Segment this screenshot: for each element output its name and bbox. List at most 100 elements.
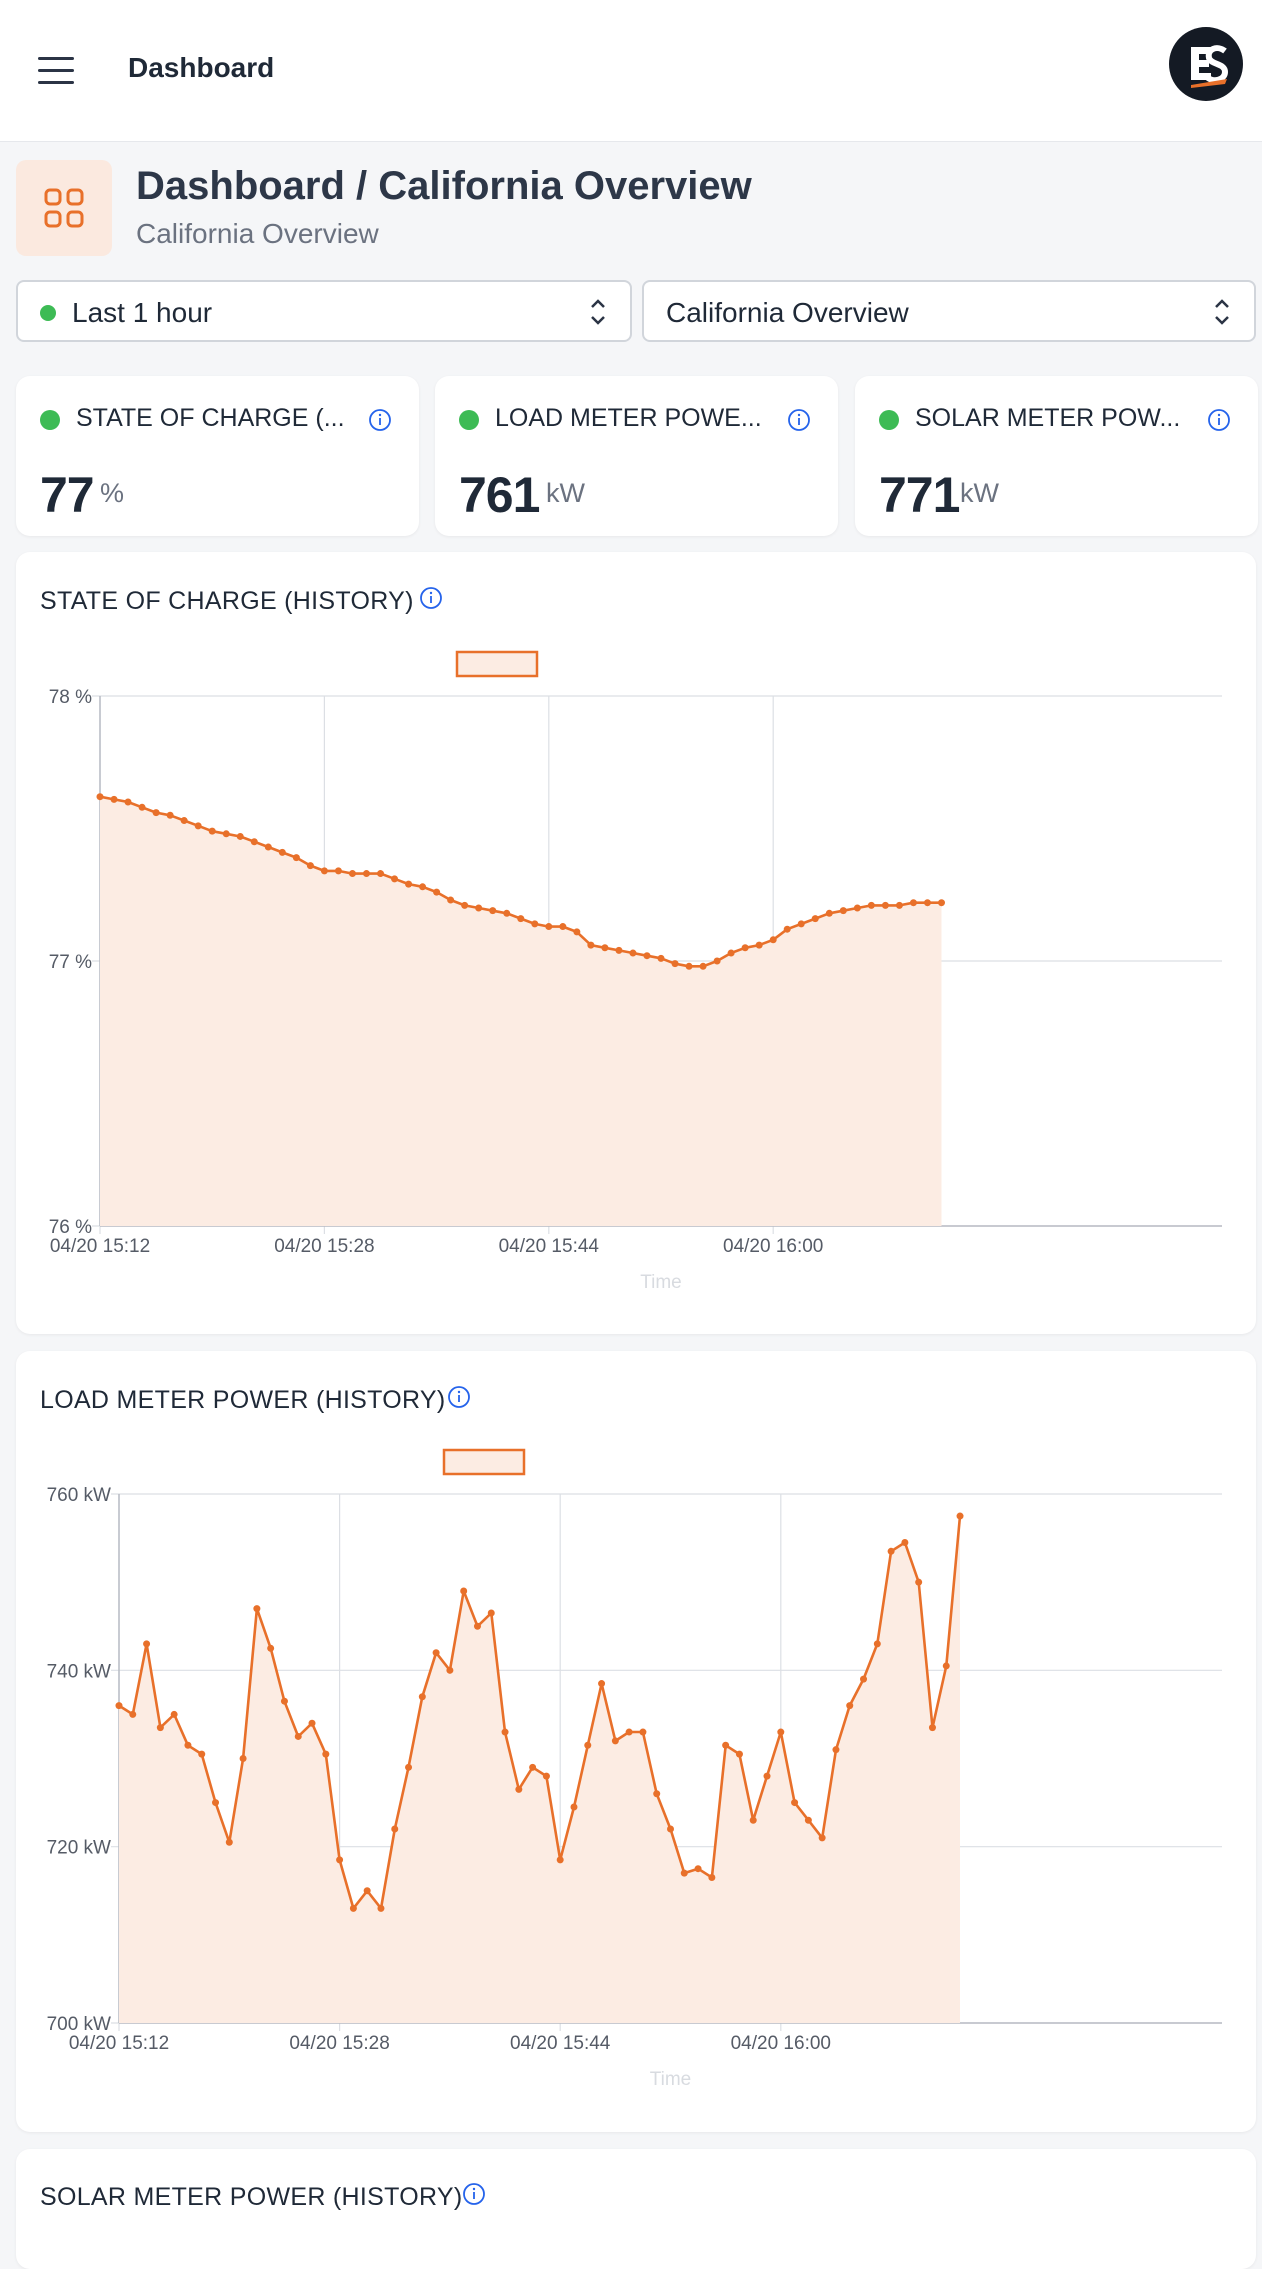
data-point: [446, 1666, 454, 1674]
data-point: [377, 1904, 385, 1912]
data-point: [267, 1644, 275, 1652]
data-point: [667, 1825, 674, 1833]
data-point: [280, 1697, 288, 1705]
x-tick-label: 04/20 15:28: [274, 1236, 374, 1257]
data-point: [156, 1724, 164, 1732]
chart-card-state-of-charge: STATE OF CHARGE (HISTORY) 78 % 77 % 76 % 04…: [16, 552, 1256, 1334]
chart-card-solar-meter-power: SOLAR METER POWER (HISTORY): [16, 2149, 1256, 2269]
data-point: [860, 1675, 868, 1683]
data-point: [180, 817, 188, 825]
data-point: [741, 944, 749, 952]
view-select[interactable]: California Overview: [642, 280, 1256, 342]
stat-card-solar-meter-power[interactable]: SOLAR METER POW... 771 kW: [855, 376, 1258, 536]
time-range-value: Last 1 hour: [72, 297, 213, 328]
data-point: [129, 1710, 137, 1718]
data-point: [503, 909, 511, 917]
data-point: [584, 1741, 592, 1749]
data-point: [349, 1904, 357, 1912]
series-area: [119, 1516, 960, 2023]
data-point: [198, 1750, 206, 1758]
x-tick-label: 04/20 15:12: [69, 2033, 169, 2054]
data-point: [611, 1737, 619, 1745]
stat-title: LOAD METER POWE...: [495, 404, 762, 432]
data-point: [143, 1640, 151, 1648]
data-point: [433, 888, 441, 896]
data-point: [657, 954, 665, 962]
status-dot: [459, 410, 479, 430]
stat-unit: kW: [960, 478, 999, 508]
data-point: [573, 928, 581, 936]
data-point: [699, 962, 707, 970]
data-point: [909, 899, 917, 907]
info-icon[interactable]: [1207, 408, 1231, 432]
data-point: [460, 1587, 468, 1595]
hamburger-menu-icon[interactable]: [38, 57, 74, 84]
page-title: Dashboard / California Overview: [136, 164, 752, 208]
logo[interactable]: [1169, 27, 1243, 101]
stat-value: 771: [879, 467, 960, 523]
data-point: [419, 883, 427, 891]
data-point: [797, 920, 805, 928]
time-range-select[interactable]: Last 1 hour: [16, 280, 632, 342]
data-point: [489, 907, 497, 915]
data-point: [501, 1728, 509, 1736]
data-point: [239, 1755, 247, 1762]
data-point: [377, 870, 384, 878]
data-point: [671, 960, 679, 968]
x-axis-title: Time: [640, 1272, 682, 1293]
chart-title: SOLAR METER POWER (HISTORY): [40, 2183, 463, 2211]
chevron-updown-icon: [1215, 299, 1229, 325]
chart-title: LOAD METER POWER (HISTORY): [40, 1386, 446, 1414]
data-point: [391, 1825, 399, 1833]
info-icon[interactable]: [462, 2182, 486, 2206]
status-dot: [40, 305, 56, 321]
data-point: [348, 870, 356, 878]
data-point: [708, 1874, 716, 1882]
data-point: [322, 1750, 330, 1758]
data-point: [475, 904, 483, 912]
chevron-updown-icon: [591, 299, 605, 325]
y-tick-label: 760 kW: [47, 1485, 111, 1506]
data-point: [250, 838, 258, 846]
info-icon[interactable]: [787, 408, 811, 432]
data-point: [363, 1887, 371, 1895]
series-line: [118, 1515, 962, 1910]
info-icon[interactable]: [368, 408, 392, 432]
data-point: [629, 949, 637, 957]
stat-card-state-of-charge[interactable]: STATE OF CHARGE (... 77 %: [16, 376, 419, 536]
data-point: [639, 1728, 647, 1736]
data-point: [587, 941, 595, 949]
grid-icon: [44, 188, 84, 228]
data-point: [391, 875, 399, 883]
chart-title: STATE OF CHARGE (HISTORY): [40, 587, 414, 615]
data-point: [278, 848, 286, 856]
stat-value: 761: [459, 467, 540, 523]
data-point: [253, 1605, 261, 1613]
y-tick-label: 720 kW: [47, 1838, 111, 1859]
info-icon[interactable]: [419, 586, 443, 610]
data-point: [749, 1816, 757, 1824]
stat-card-load-meter-power[interactable]: LOAD METER POWE... 761 kW: [435, 376, 838, 536]
data-point: [735, 1750, 743, 1758]
data-point: [115, 1702, 123, 1710]
view-value: California Overview: [666, 297, 909, 328]
data-point: [461, 901, 469, 909]
info-icon[interactable]: [447, 1385, 471, 1409]
data-point: [938, 899, 945, 907]
data-point: [447, 896, 455, 904]
data-point: [811, 915, 819, 923]
page-subtitle: California Overview: [136, 218, 379, 249]
data-point: [956, 1512, 964, 1520]
data-point: [405, 880, 413, 888]
status-dot: [40, 410, 60, 430]
stat-value: 77: [40, 467, 95, 523]
data-point: [881, 901, 889, 909]
y-tick-label: 78 %: [49, 687, 92, 708]
data-point: [769, 936, 777, 944]
data-point: [755, 941, 763, 949]
data-point: [556, 1856, 564, 1864]
data-point: [783, 925, 791, 933]
data-point: [531, 920, 539, 928]
data-point: [487, 1609, 495, 1617]
data-point: [923, 899, 931, 907]
